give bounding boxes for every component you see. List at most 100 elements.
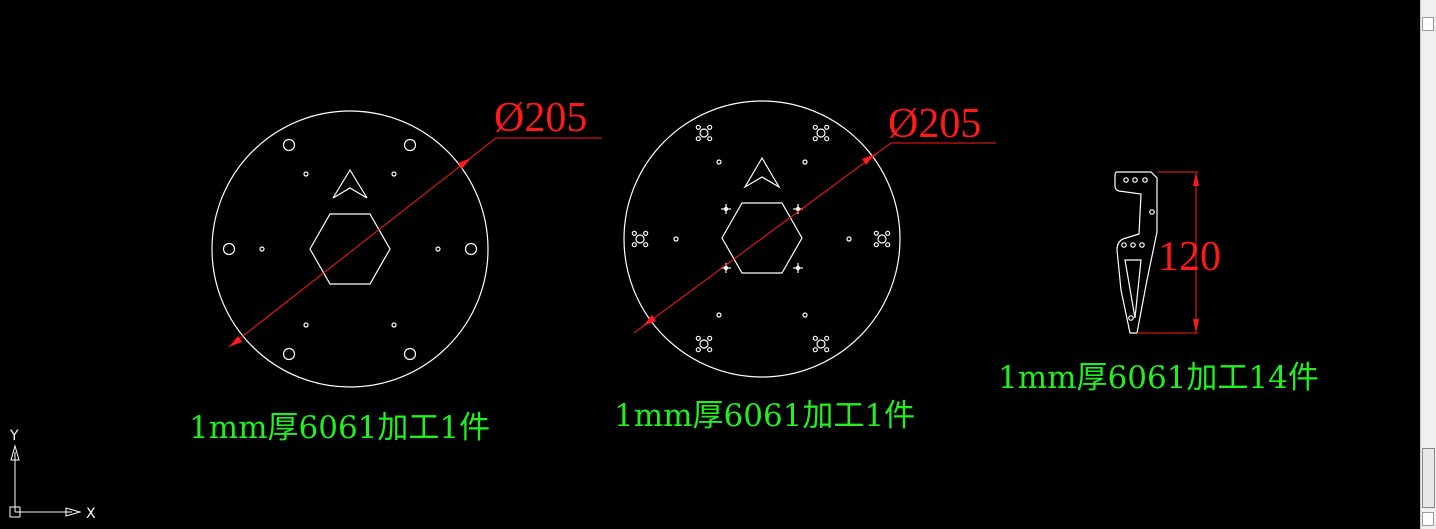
plate-2-diameter-label: Ø205 xyxy=(888,101,981,147)
plate-2-hexagon-cutout xyxy=(721,202,803,274)
scroll-thumb[interactable] xyxy=(1422,448,1435,508)
scroll-down-button[interactable] xyxy=(1422,512,1434,526)
plate-2-small-hole xyxy=(802,159,808,165)
plate-1-hole xyxy=(222,242,236,256)
motor-shaft-hole xyxy=(816,128,826,138)
motor-screw-hole xyxy=(873,230,879,236)
motor-screw-hole xyxy=(695,347,701,353)
motor-mount-pattern xyxy=(695,335,713,353)
plate-2-dimension-line xyxy=(633,142,892,334)
plate-2-note: 1mm厚6061加工1件 xyxy=(614,398,915,434)
plate-1-small-hole xyxy=(259,246,265,252)
plate-1-outline xyxy=(211,110,489,388)
motor-screw-hole xyxy=(695,136,701,142)
motor-shaft-hole xyxy=(877,234,887,244)
bracket-hole xyxy=(1128,315,1134,321)
plate-2-motor-mounts xyxy=(631,124,891,353)
hex-corner-mark-part xyxy=(723,206,729,212)
plate-1-diameter-label: Ø205 xyxy=(494,95,587,141)
motor-screw-hole xyxy=(707,335,713,341)
bracket-height-label: 120 xyxy=(1158,234,1221,280)
scroll-up-button[interactable] xyxy=(1422,17,1434,31)
motor-screw-hole xyxy=(824,136,830,142)
plate-1-small-hole xyxy=(435,246,441,252)
bracket-height-dimension xyxy=(1137,171,1199,334)
bracket-dimension-arrowhead xyxy=(1193,172,1199,186)
bracket-hole xyxy=(1142,177,1148,183)
plate-2-arrow-mark xyxy=(743,156,781,189)
bracket xyxy=(1114,171,1158,334)
plate-1-hole xyxy=(282,138,296,152)
motor-screw-hole xyxy=(824,347,830,353)
ucs-x-label: X xyxy=(86,506,96,522)
motor-screw-hole xyxy=(824,124,830,130)
plate-1-note: 1mm厚6061加工1件 xyxy=(189,410,490,446)
plate-1-hole xyxy=(464,242,478,256)
bracket-hole xyxy=(1149,209,1155,215)
motor-screw-hole xyxy=(631,242,637,248)
plate-1-diameter-dimension: Ø205 xyxy=(228,95,602,348)
motor-mount-pattern xyxy=(812,124,830,142)
bracket-dimension-arrowhead xyxy=(1193,319,1199,333)
motor-screw-hole xyxy=(707,347,713,353)
motor-shaft-hole xyxy=(699,128,709,138)
plate-1-small-hole xyxy=(303,171,309,177)
vertical-scrollbar[interactable] xyxy=(1420,0,1436,529)
ucs-x-arrow xyxy=(65,507,82,517)
plate-1-dimension-line xyxy=(228,137,497,348)
hex-corner-mark xyxy=(721,204,731,214)
plate-2-dimension-arrowhead xyxy=(643,315,656,326)
hex-corner-mark-part xyxy=(723,265,729,271)
plate-1-dimension-arrowhead xyxy=(229,336,242,347)
motor-screw-hole xyxy=(643,230,649,236)
bracket-hole xyxy=(1130,242,1136,248)
ucs-origin-box xyxy=(9,506,21,518)
motor-screw-hole xyxy=(631,230,637,236)
plate-1-hole xyxy=(282,347,296,361)
motor-mount-pattern xyxy=(695,124,713,142)
bracket-hole xyxy=(1132,177,1138,183)
motor-screw-hole xyxy=(707,124,713,130)
plate-2-small-hole xyxy=(716,312,722,318)
plate-2 xyxy=(623,100,901,378)
plate-1-small-hole xyxy=(391,171,397,177)
plate-1-small-hole xyxy=(391,322,397,328)
motor-mount-pattern xyxy=(812,335,830,353)
motor-screw-hole xyxy=(812,335,818,341)
motor-screw-hole xyxy=(824,335,830,341)
plate-2-small-hole xyxy=(716,159,722,165)
motor-screw-hole xyxy=(885,230,891,236)
plate-2-hexagon-corner-marks xyxy=(721,204,803,273)
motor-screw-hole xyxy=(885,242,891,248)
plate-2-small-hole xyxy=(802,312,808,318)
motor-screw-hole xyxy=(812,347,818,353)
motor-shaft-hole xyxy=(816,339,826,349)
plate-1-arrow-mark xyxy=(332,168,368,199)
motor-screw-hole xyxy=(707,136,713,142)
motor-screw-hole xyxy=(695,124,701,130)
plate-1-small-hole xyxy=(303,322,309,328)
ucs-icon xyxy=(9,444,82,518)
bracket-hole xyxy=(1139,242,1145,248)
bracket-hole xyxy=(1123,177,1129,183)
bracket-hole xyxy=(1121,242,1127,248)
bracket-outline xyxy=(1114,171,1158,334)
hex-corner-mark-part xyxy=(795,265,801,271)
motor-screw-hole xyxy=(873,242,879,248)
motor-mount-pattern xyxy=(631,230,649,248)
plate-2-small-hole xyxy=(673,236,679,242)
hex-corner-mark xyxy=(793,263,803,273)
plate-1-hole xyxy=(403,347,417,361)
bracket-slot xyxy=(1124,259,1142,319)
plate-2-small-hole xyxy=(846,236,852,242)
plate-1-hole xyxy=(403,138,417,152)
motor-screw-hole xyxy=(643,242,649,248)
plate-2-diameter-dimension: Ø205 xyxy=(633,101,996,334)
plate-1-hexagon-cutout xyxy=(309,213,391,285)
motor-shaft-hole xyxy=(699,339,709,349)
motor-mount-pattern xyxy=(873,230,891,248)
plate-2-dimension-arrowhead xyxy=(862,154,875,165)
ucs-y-label: Y xyxy=(9,428,19,444)
ucs-y-arrow xyxy=(10,444,20,461)
